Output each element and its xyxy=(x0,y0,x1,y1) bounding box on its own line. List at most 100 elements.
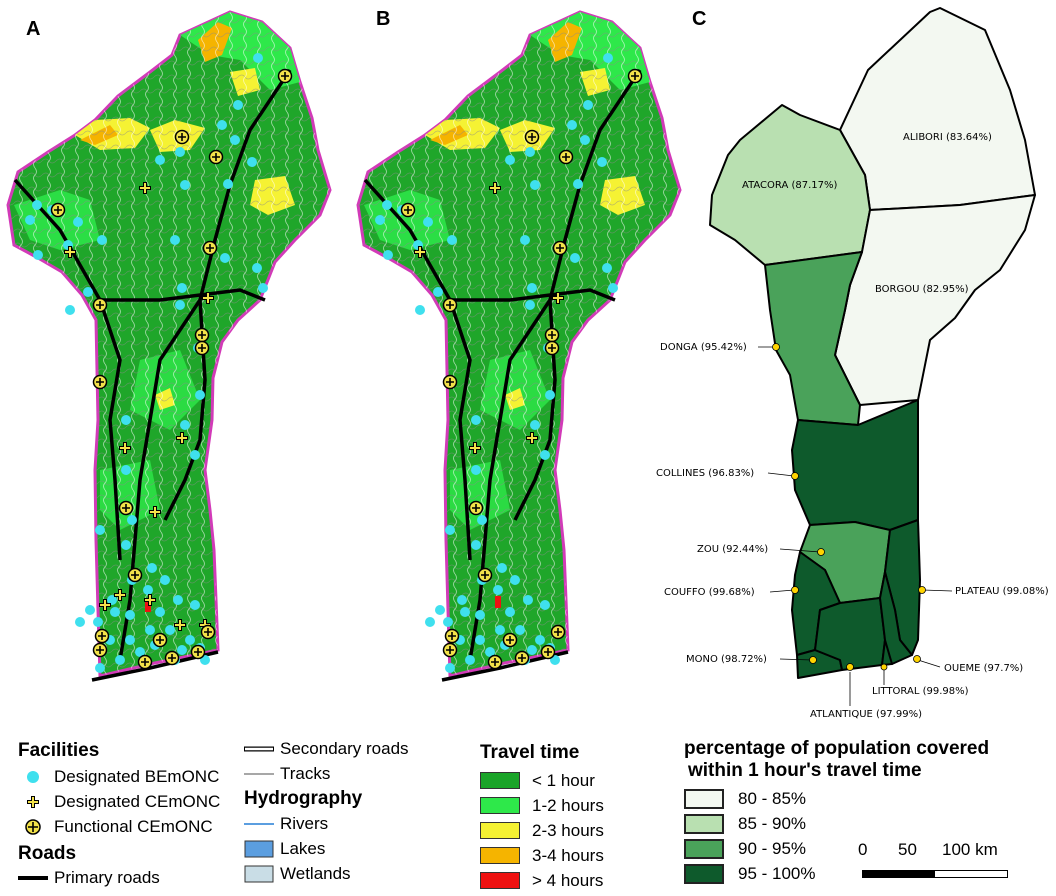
bemonc-marker xyxy=(583,100,593,110)
bemonc-marker xyxy=(471,415,481,425)
functional-cemonc-cross xyxy=(206,244,214,252)
designated-cemonc-marker-fill xyxy=(415,247,425,257)
bemonc-marker xyxy=(597,157,607,167)
travel-label: 3-4 hours xyxy=(532,845,604,865)
bemonc-marker xyxy=(220,253,230,263)
coverage-swatch xyxy=(684,863,724,884)
bemonc-marker xyxy=(375,215,385,225)
bemonc-marker xyxy=(493,585,503,595)
coverage-row: 80 - 85% xyxy=(684,786,989,811)
scale-tick-50: 50 xyxy=(898,840,917,859)
bemonc-marker xyxy=(107,595,117,605)
travel-swatch xyxy=(480,847,520,864)
bemonc-marker xyxy=(147,563,157,573)
travel-time-row: 1-2 hours xyxy=(480,793,604,818)
bemonc-marker xyxy=(253,53,263,63)
bemonc-marker xyxy=(570,253,580,263)
functional-cemonc-cross xyxy=(404,206,412,214)
bemonc-marker xyxy=(175,300,185,310)
bemonc-marker xyxy=(433,287,443,297)
label-leaders xyxy=(758,343,953,706)
cyan-dot-icon xyxy=(18,769,48,785)
bemonc-marker xyxy=(180,420,190,430)
travel-time-row: > 4 hours xyxy=(480,868,604,893)
coverage-swatch xyxy=(684,838,724,859)
functional-cemonc-cross xyxy=(122,504,130,512)
functional-cemonc-cross xyxy=(54,206,62,214)
legend-primary-roads: Primary roads xyxy=(54,867,160,887)
legend-functional-cemonc: Functional CEmONC xyxy=(54,816,213,836)
bemonc-marker xyxy=(155,155,165,165)
bemonc-marker xyxy=(530,420,540,430)
region-oueme xyxy=(879,571,913,665)
functional-cemonc-cross xyxy=(131,571,139,579)
bemonc-marker xyxy=(32,200,42,210)
bemonc-marker xyxy=(530,180,540,190)
bemonc-marker xyxy=(185,635,195,645)
functional-cemonc-cross xyxy=(446,378,454,386)
bemonc-marker xyxy=(535,635,545,645)
map-b xyxy=(356,10,682,682)
travel-time-title: Travel time xyxy=(480,742,580,763)
bemonc-marker xyxy=(125,610,135,620)
bemonc-marker xyxy=(223,179,233,189)
facility-markers-b xyxy=(375,53,643,673)
bemonc-marker xyxy=(175,147,185,157)
travel-time-row: 3-4 hours xyxy=(480,843,604,868)
bemonc-marker xyxy=(515,625,525,635)
bemonc-marker xyxy=(425,617,435,627)
bemonc-marker xyxy=(540,600,550,610)
coverage-title-1: percentage of population covered xyxy=(684,738,990,759)
coverage-swatch xyxy=(684,813,724,834)
designated-cemonc-marker-fill xyxy=(150,507,160,517)
bemonc-marker xyxy=(97,235,107,245)
hydrography-title: Hydrography xyxy=(244,787,363,809)
functional-cemonc-cross xyxy=(548,331,556,339)
bemonc-marker xyxy=(143,585,153,595)
functional-cemonc-cross xyxy=(631,72,639,80)
bemonc-marker xyxy=(75,617,85,627)
functional-cemonc-cross xyxy=(204,628,212,636)
wetland-swatch-icon xyxy=(244,865,274,883)
bemonc-marker xyxy=(233,100,243,110)
legend-rivers: Rivers xyxy=(280,813,329,833)
bemonc-marker xyxy=(457,595,467,605)
bemonc-marker xyxy=(497,563,507,573)
coverage-row: 95 - 100% xyxy=(684,861,989,886)
bemonc-marker xyxy=(525,300,535,310)
bemonc-marker xyxy=(527,645,537,655)
label-zou: ZOU (92.44%) xyxy=(697,544,768,555)
functional-cemonc-cross xyxy=(168,654,176,662)
bemonc-marker xyxy=(525,147,535,157)
legend-secondary-roads: Secondary roads xyxy=(280,738,409,758)
coverage-label: 85 - 90% xyxy=(738,813,807,833)
bemonc-marker xyxy=(505,607,515,617)
legend-bemonc: Designated BEmONC xyxy=(54,766,220,786)
bemonc-marker xyxy=(155,607,165,617)
label-donga: DONGA (95.42%) xyxy=(660,342,747,353)
bemonc-marker xyxy=(160,575,170,585)
bemonc-marker xyxy=(435,605,445,615)
legend-tracks: Tracks xyxy=(280,763,331,783)
functional-cemonc-cross xyxy=(528,133,536,141)
bemonc-marker xyxy=(603,53,613,63)
bemonc-marker xyxy=(383,250,393,260)
panel-label-a: A xyxy=(26,18,41,40)
coverage-row: 85 - 90% xyxy=(684,811,989,836)
bemonc-marker xyxy=(115,655,125,665)
panel-label-c: C xyxy=(692,8,707,30)
functional-cemonc-cross xyxy=(472,504,480,512)
functional-cemonc-cross xyxy=(178,133,186,141)
scale-tick-100: 100 km xyxy=(942,840,998,859)
bemonc-marker xyxy=(460,607,470,617)
map-c xyxy=(709,7,1036,679)
bemonc-marker xyxy=(33,250,43,260)
functional-cemonc-cross xyxy=(554,628,562,636)
travel-label: 2-3 hours xyxy=(532,820,604,840)
bemonc-marker xyxy=(495,625,505,635)
label-atacora: ATACORA (87.17%) xyxy=(742,180,838,191)
coverage-swatch xyxy=(684,788,724,809)
bemonc-marker xyxy=(145,625,155,635)
travel-label: < 1 hour xyxy=(532,770,595,790)
designated-cemonc-marker-fill xyxy=(203,293,213,303)
